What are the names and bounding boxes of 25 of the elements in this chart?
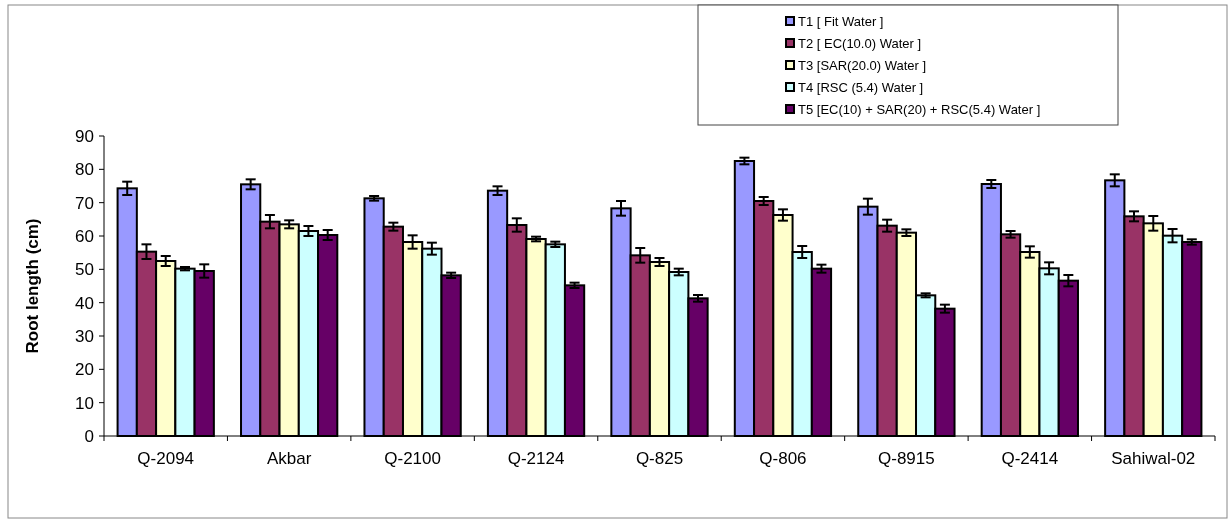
x-tick-label: Q-8915 [878, 449, 935, 468]
x-tick-label: Q-2124 [507, 449, 565, 468]
x-tick-label: Akbar [266, 449, 312, 468]
y-tick-label: 70 [75, 193, 94, 213]
y-axis-title: Root length (cm) [23, 218, 42, 354]
x-tick-label: Q-806 [759, 449, 807, 468]
y-tick-label: 40 [75, 293, 94, 313]
y-tick-label: 80 [75, 160, 94, 180]
y-tick-label: 10 [75, 393, 94, 413]
y-tick-label: 0 [84, 426, 94, 446]
legend-label: T4 [RSC (5.4) Water ] [798, 79, 924, 95]
x-tick-label: Q-2414 [1001, 449, 1059, 468]
legend-label: T3 [SAR(20.0) Water ] [798, 57, 927, 73]
y-tick-label: 90 [75, 126, 94, 146]
x-tick-label: Q-2100 [384, 449, 441, 468]
y-tick-label: 60 [75, 226, 94, 246]
y-tick-label: 30 [75, 326, 94, 346]
legend-label: T2 [ EC(10.0) Water ] [798, 35, 922, 51]
y-tick-label: 20 [75, 360, 94, 380]
x-tick-label: Sahiwal-02 [1111, 449, 1196, 468]
x-tick-label: Q-2094 [137, 449, 195, 468]
x-tick-label: Q-825 [635, 449, 684, 468]
y-tick-label: 50 [75, 260, 94, 280]
legend-label: T1 [ Fit Water ] [798, 13, 884, 29]
legend-label: T5 [EC(10) + SAR(20) + RSC(5.4) Water ] [798, 101, 1041, 117]
